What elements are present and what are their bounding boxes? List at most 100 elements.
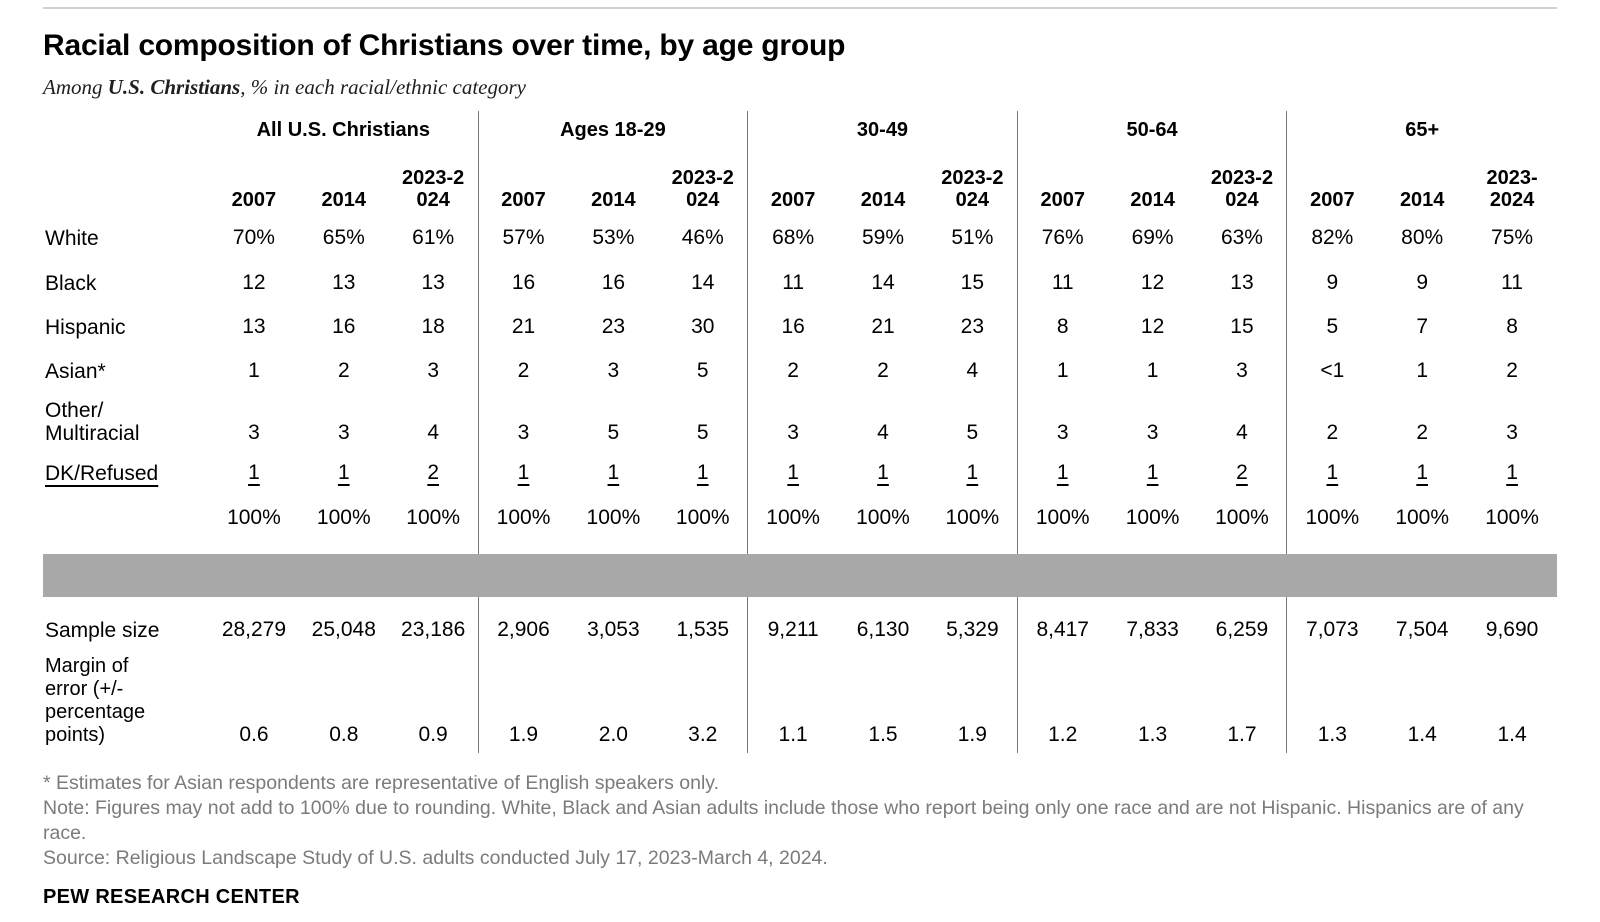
margin-of-error-cell: 1.2 xyxy=(1048,723,1078,746)
group-header: Ages 18-29 xyxy=(479,111,749,149)
data-cell: 2 xyxy=(389,451,479,495)
spacer-cell xyxy=(389,541,479,554)
data-cell: 57% xyxy=(502,226,545,249)
data-cell: 1 xyxy=(658,451,749,495)
data-cell: 3 xyxy=(517,421,530,444)
spacer-cell xyxy=(479,541,569,554)
sample-size-cell: 28,279 xyxy=(221,618,287,641)
data-cell: 13 xyxy=(332,271,356,294)
year-header: 2014 xyxy=(591,189,636,211)
sample-size-cell: 2,906 xyxy=(497,618,550,641)
table-row: Sample size 28,279 25,048 23,186 2,906 3,053 1… xyxy=(43,607,1557,653)
data-cell: 53% xyxy=(592,226,635,249)
sample-size-cell: 25,048 xyxy=(311,618,376,641)
year-header: 2023-2 024 xyxy=(928,149,1018,215)
data-cell: 5 xyxy=(658,393,749,451)
data-cell: 18 xyxy=(389,305,479,349)
total-cell: 100% xyxy=(227,506,281,529)
table-row: Margin of error (+/- percentage points) 0… xyxy=(43,653,1557,753)
data-cell: 1 xyxy=(248,359,260,382)
table-row: Hispanic 13 16 18 21 23 30 16 21 23 8 12 15 5 7 8 xyxy=(43,305,1557,349)
year-header: 2023-2 024 xyxy=(1198,149,1288,215)
spacer-cell xyxy=(1108,541,1198,554)
margin-of-error-cell: 1.3 xyxy=(1317,723,1347,746)
total-cell: 100% xyxy=(1395,506,1450,529)
composition-table: All U.S. Christians Ages 18-29 30-49 50-64 6… xyxy=(43,111,1557,753)
data-cell: 15 xyxy=(928,261,1018,305)
data-cell: 1 xyxy=(1146,359,1159,382)
pew-research-center-logo: PEW RESEARCH CENTER xyxy=(43,886,300,908)
total-cell: 100% xyxy=(1485,506,1539,529)
year-header: 2007 xyxy=(770,189,816,211)
data-cell: 68% xyxy=(772,226,815,249)
spacer-cell xyxy=(1377,597,1467,607)
spacer-cell xyxy=(43,541,209,554)
footnotes: * Estimates for Asian respondents are re… xyxy=(43,771,1557,871)
total-cell: 100% xyxy=(1125,506,1180,529)
data-cell: 9 xyxy=(1326,271,1339,294)
sample-size-cell: 5,329 xyxy=(928,607,1018,653)
margin-of-error-cell: 3.2 xyxy=(658,653,749,753)
data-cell: 46% xyxy=(658,215,749,261)
subtitle: Among U.S. Christians, % in each racial/… xyxy=(43,75,1557,99)
separator-bar xyxy=(43,554,1557,597)
corner-spacer xyxy=(43,111,209,149)
data-cell: 2 xyxy=(517,359,530,382)
data-cell: 15 xyxy=(1198,305,1288,349)
spacer-cell xyxy=(658,597,749,607)
data-cell: 69% xyxy=(1131,226,1174,249)
data-cell: 3 xyxy=(1146,421,1159,444)
spacer-cell xyxy=(299,541,389,554)
margin-of-error-cell: 2.0 xyxy=(598,723,628,746)
margin-of-error-cell: 1.7 xyxy=(1198,653,1288,753)
margin-of-error-cell: 1.3 xyxy=(1137,723,1168,746)
year-header: 2007 xyxy=(231,189,277,211)
data-cell: 5 xyxy=(607,421,620,444)
data-cell: 16 xyxy=(601,271,626,294)
top-rule xyxy=(43,7,1557,9)
spacer-cell xyxy=(1287,541,1377,554)
spacer-cell xyxy=(1198,597,1288,607)
data-cell: 1 xyxy=(1146,461,1159,484)
total-cell: 100% xyxy=(1198,495,1288,541)
data-cell: 5 xyxy=(928,393,1018,451)
data-cell: 21 xyxy=(871,315,895,338)
data-cell: 82% xyxy=(1311,226,1354,249)
data-cell: 3 xyxy=(389,349,479,393)
data-cell: 1 xyxy=(1056,359,1069,382)
data-cell: 12 xyxy=(1140,315,1165,338)
data-cell: 21 xyxy=(511,315,536,338)
sample-size-cell: 7,504 xyxy=(1395,618,1449,641)
spacer-cell xyxy=(1018,597,1108,607)
spacer-cell xyxy=(928,597,1018,607)
margin-of-error-cell: 0.8 xyxy=(329,723,359,746)
data-cell: 13 xyxy=(389,261,479,305)
spacer-cell xyxy=(479,597,569,607)
year-header: 2023-2 024 xyxy=(658,149,749,215)
data-cell: 1 xyxy=(928,451,1018,495)
footnote-note: Note: Figures may not add to 100% due to… xyxy=(43,797,1524,844)
data-cell: 3 xyxy=(337,421,350,444)
spacer-cell xyxy=(209,541,299,554)
data-cell: 3 xyxy=(1506,421,1518,444)
data-cell: 16 xyxy=(332,315,356,338)
spacer-cell xyxy=(1108,597,1198,607)
data-cell: 61% xyxy=(389,215,479,261)
row-label: White xyxy=(45,226,99,250)
data-cell: 80% xyxy=(1401,226,1444,249)
row-label: Margin of error (+/- percentage points) xyxy=(45,655,146,746)
table-row xyxy=(43,597,1557,607)
data-cell: 1 xyxy=(1416,359,1429,382)
data-cell: 1 xyxy=(607,461,620,484)
sample-size-cell: 8,417 xyxy=(1036,618,1089,641)
data-cell: 5 xyxy=(1326,315,1339,338)
data-cell: 23 xyxy=(928,305,1018,349)
sample-size-cell: 1,535 xyxy=(658,607,749,653)
total-cell: 100% xyxy=(586,506,641,529)
data-cell: 1 xyxy=(1326,461,1339,484)
page-title: Racial composition of Christians over ti… xyxy=(43,29,846,62)
data-cell: 4 xyxy=(877,421,889,444)
spacer-cell xyxy=(568,597,658,607)
subtitle-emphasis: U.S. Christians xyxy=(107,75,241,99)
